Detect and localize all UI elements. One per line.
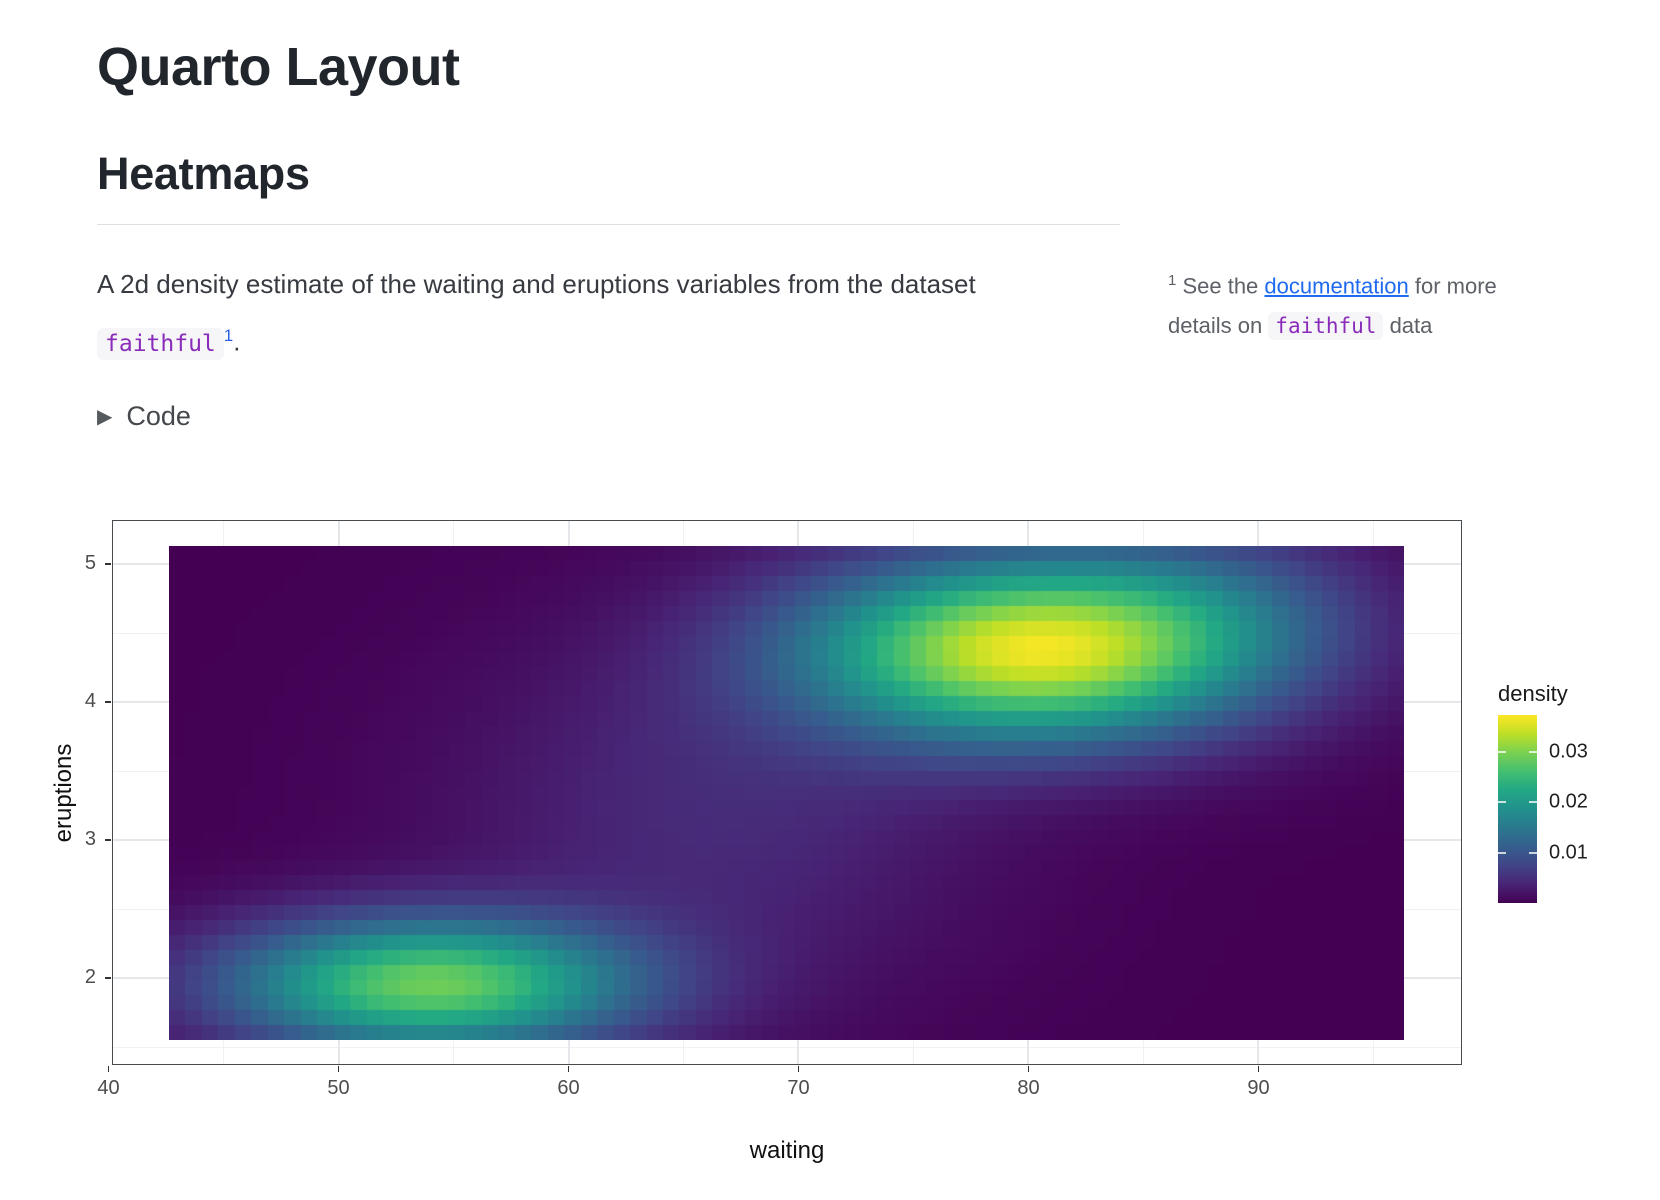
y-axis-tick-label: 2 [84, 966, 96, 989]
triangle-right-icon: ▶ [97, 405, 113, 428]
colorbar-tick-mark [1529, 750, 1537, 753]
x-axis-tick-label: 90 [1247, 1077, 1270, 1099]
y-axis-tick-label: 5 [84, 552, 96, 575]
document-body: Quarto Layout Heatmaps A 2d density esti… [0, 36, 1660, 432]
note-text-3: data [1383, 313, 1433, 339]
y-minor-gridline [112, 1046, 1462, 1048]
colorbar-tick-mark [1498, 851, 1506, 854]
x-axis-tick [567, 1066, 570, 1072]
x-axis-tick-label: 50 [327, 1077, 350, 1099]
x-axis-tick [797, 1066, 800, 1072]
x-axis-title: waiting [749, 1137, 825, 1164]
legend-tick-label: 0.02 [1549, 790, 1588, 813]
footnote-ref-link[interactable]: 1 [223, 326, 234, 345]
y-axis-tick-label: 4 [84, 690, 96, 713]
documentation-link[interactable]: documentation [1264, 273, 1409, 299]
y-axis-tick [105, 563, 111, 565]
x-axis-tick-label: 40 [97, 1077, 120, 1099]
y-axis-tick-label: 3 [84, 828, 96, 851]
intro-text: A 2d density estimate of the waiting and… [97, 269, 976, 299]
note-text-2: for more details on [1168, 273, 1497, 339]
code-fold-toggle[interactable]: ▶ Code [97, 401, 1660, 432]
heading-rule [97, 224, 1120, 225]
x-axis-tick [107, 1066, 110, 1072]
x-axis-tick-label: 60 [557, 1077, 580, 1099]
intro-paragraph: A 2d density estimate of the waiting and… [97, 259, 1087, 369]
x-axis-tick-label: 80 [1017, 1077, 1040, 1099]
section-heading: Heatmaps [97, 148, 310, 199]
code-fold-label: Code [126, 400, 191, 431]
y-axis-tick [105, 839, 111, 841]
legend-title: density [1498, 681, 1568, 706]
density-heatmap [169, 546, 1404, 1040]
x-axis-tick [1027, 1066, 1030, 1072]
page-title: Quarto Layout [97, 37, 460, 97]
intro-row: A 2d density estimate of the waiting and… [97, 259, 1660, 369]
code-fold-details: ▶ Code [97, 401, 1660, 432]
legend-tick-label: 0.03 [1549, 740, 1588, 763]
x-axis-tick [1257, 1066, 1260, 1072]
colorbar-tick-mark [1529, 801, 1537, 804]
y-axis-title: eruptions [50, 743, 77, 842]
colorbar-gradient [1498, 715, 1537, 903]
x-axis-tick-label: 70 [787, 1077, 810, 1099]
colorbar-tick-mark [1529, 851, 1537, 854]
x-axis-tick [337, 1066, 340, 1072]
heatmap-figure: 40 50 60 70 80 90 2 3 4 5 waiting eruptions densi… [0, 476, 1660, 1176]
y-axis-tick [105, 977, 111, 979]
note-dataset-code: faithful [1268, 312, 1384, 341]
colorbar-tick-mark [1498, 750, 1506, 753]
note-text-1: See the [1176, 273, 1265, 299]
legend-tick-label: 0.01 [1549, 841, 1588, 864]
y-axis-tick [105, 701, 111, 703]
intro-period: . [233, 326, 241, 357]
dataset-code: faithful [97, 327, 224, 360]
footnote-marker: 1 [1168, 272, 1177, 289]
margin-footnote: 1 See the documentation for more details… [1168, 261, 1516, 346]
colorbar-tick-mark [1498, 801, 1506, 804]
